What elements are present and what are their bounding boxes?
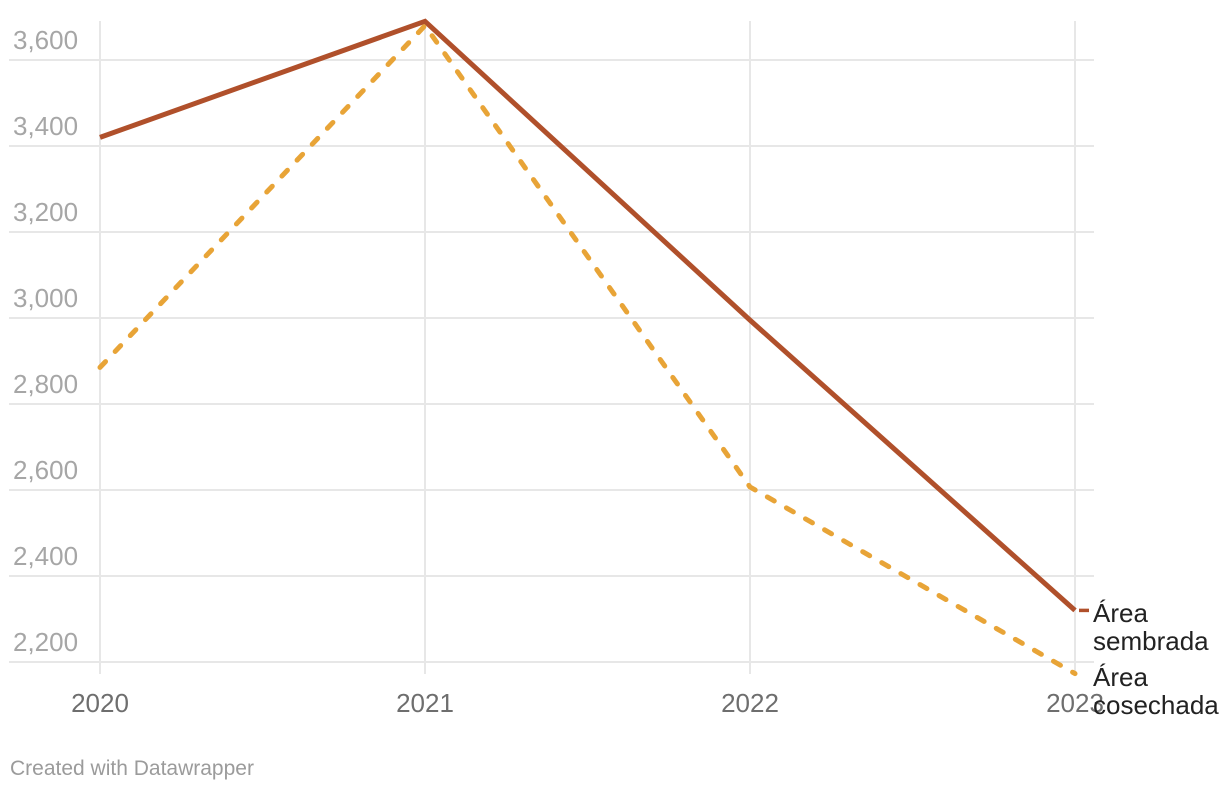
- series-label-area-cosechada: Área cosechada: [1093, 662, 1219, 720]
- series-label-area-sembrada: Área sembrada: [1093, 598, 1209, 656]
- line-area-sembrada: [99, 18, 1077, 613]
- y-tick-label: 3,000: [13, 283, 78, 313]
- line-area-cosechada: [97, 23, 1078, 677]
- line-chart-svg: 3,600 3,400 3,200 3,000 2,800 2,600 2,400 2,200…: [9, 18, 1104, 718]
- y-tick-label: 3,400: [13, 111, 78, 141]
- datawrapper-attribution[interactable]: Created with Datawrapper: [10, 757, 254, 780]
- y-tick-label: 3,200: [13, 197, 78, 227]
- x-tick-label: 2023: [1046, 688, 1104, 718]
- x-tick-label: 2022: [721, 688, 779, 718]
- y-tick-label: 2,800: [13, 369, 78, 399]
- x-tick-label: 2020: [71, 688, 129, 718]
- y-tick-label: 2,200: [13, 627, 78, 657]
- y-tick-label: 2,400: [13, 541, 78, 571]
- y-tick-label: 3,600: [13, 25, 78, 55]
- x-tick-label: 2021: [396, 688, 454, 718]
- y-tick-label: 2,600: [13, 455, 78, 485]
